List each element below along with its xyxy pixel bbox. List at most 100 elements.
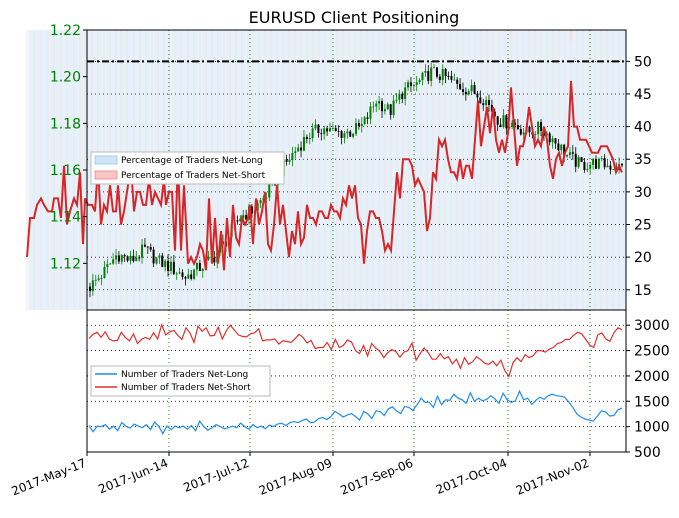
net-long-shade — [296, 30, 300, 310]
candle-down — [340, 131, 343, 138]
top-right-tick-label: 50 — [634, 54, 652, 70]
candle-up — [169, 261, 172, 271]
candle-up — [141, 244, 144, 258]
candle-up — [164, 260, 167, 267]
candle-down — [459, 83, 462, 90]
candle-down — [167, 260, 170, 271]
net-long-shade — [332, 30, 336, 310]
candle-down — [473, 85, 476, 94]
x-tick-label: 2017-Nov-02 — [514, 456, 591, 498]
candle-down — [456, 79, 459, 84]
candle-down — [357, 123, 360, 127]
candle-down — [89, 286, 91, 292]
candle-up — [600, 158, 603, 159]
candle-down — [326, 128, 329, 132]
candle-down — [447, 76, 450, 77]
net-long-shade — [398, 30, 402, 310]
candle-up — [534, 134, 537, 135]
x-tick-label: 2017-May-17 — [10, 456, 89, 499]
candle-down — [563, 144, 566, 157]
top-left-tick-label: 1.12 — [50, 256, 81, 272]
net-long-shade — [542, 30, 546, 310]
candle-up — [551, 138, 554, 143]
legend-label-net-short-count: Number of Traders Net-Short — [121, 383, 251, 393]
candle-up — [363, 117, 366, 124]
candle-up — [291, 153, 294, 160]
top-right-tick-label: 30 — [634, 185, 652, 201]
candle-down — [389, 104, 392, 116]
candle-down — [571, 152, 574, 154]
net-long-shade — [560, 30, 564, 310]
candle-up — [129, 255, 132, 261]
net-short-count-line — [88, 322, 623, 378]
net-long-shade — [35, 30, 39, 310]
candle-up — [433, 67, 436, 69]
net-long-shade — [554, 30, 558, 310]
bottom-right-tick-label: 2500 — [634, 344, 670, 360]
candle-down — [250, 206, 253, 214]
net-long-shade — [350, 30, 354, 310]
x-tick-label: 2017-Oct-04 — [434, 456, 509, 497]
net-long-shade — [344, 30, 348, 310]
candle-down — [285, 159, 288, 162]
net-long-shade — [518, 30, 522, 310]
bottom-panel: 500 1000 1500 2000 2500 3000 Number of Trader… — [10, 309, 670, 499]
net-long-shade — [530, 30, 534, 310]
top-right-tick-label: 15 — [634, 283, 652, 299]
net-long-shade — [50, 30, 53, 310]
candle-down — [438, 76, 441, 80]
top-legend-box — [90, 151, 285, 185]
legend-label-net-short: Percentage of Traders Net-Short — [121, 171, 266, 181]
candle-up — [467, 91, 470, 95]
candle-down — [580, 157, 583, 162]
candle-down — [149, 247, 152, 250]
bottom-right-tick-label: 500 — [634, 445, 661, 461]
candle-up — [418, 80, 421, 83]
candle-down — [461, 89, 464, 92]
candle-up — [259, 200, 262, 204]
candle-up — [589, 164, 592, 169]
net-long-shade — [53, 30, 56, 310]
candle-up — [522, 132, 525, 135]
candle-down — [337, 130, 340, 132]
candle-up — [288, 159, 291, 162]
candle-up — [606, 165, 609, 168]
candle-down — [190, 274, 193, 279]
candle-down — [519, 129, 522, 135]
candle-up — [91, 280, 94, 292]
top-right-tick-label: 35 — [634, 152, 652, 168]
net-long-shade — [380, 30, 384, 310]
candle-up — [560, 144, 563, 151]
candle-down — [213, 257, 216, 263]
candle-up — [195, 263, 198, 270]
candle-up — [404, 87, 407, 100]
candle-down — [479, 97, 482, 104]
candle-up — [201, 268, 204, 272]
candle-down — [557, 143, 560, 151]
candle-up — [328, 128, 331, 132]
candle-up — [412, 84, 415, 86]
net-long-shade — [28, 30, 32, 310]
top-right-tick-label: 20 — [634, 250, 652, 266]
candle-up — [94, 279, 97, 281]
candle-up — [268, 183, 271, 198]
net-long-shade — [458, 30, 462, 310]
candle-up — [120, 255, 123, 262]
candle-up — [453, 79, 456, 81]
candle-up — [566, 155, 569, 157]
legend-swatch-net-long — [94, 155, 118, 165]
net-long-shade — [596, 30, 600, 310]
net-long-shade — [512, 30, 516, 310]
candle-up — [378, 101, 381, 104]
candle-up — [222, 241, 224, 245]
candle-down — [583, 161, 586, 170]
net-long-count-line — [88, 389, 623, 435]
candle-down — [435, 67, 438, 77]
candle-down — [198, 263, 201, 272]
candle-down — [245, 215, 248, 220]
candle-up — [386, 104, 389, 110]
candle-up — [331, 128, 334, 129]
candle-up — [586, 168, 589, 170]
candle-up — [314, 124, 317, 129]
